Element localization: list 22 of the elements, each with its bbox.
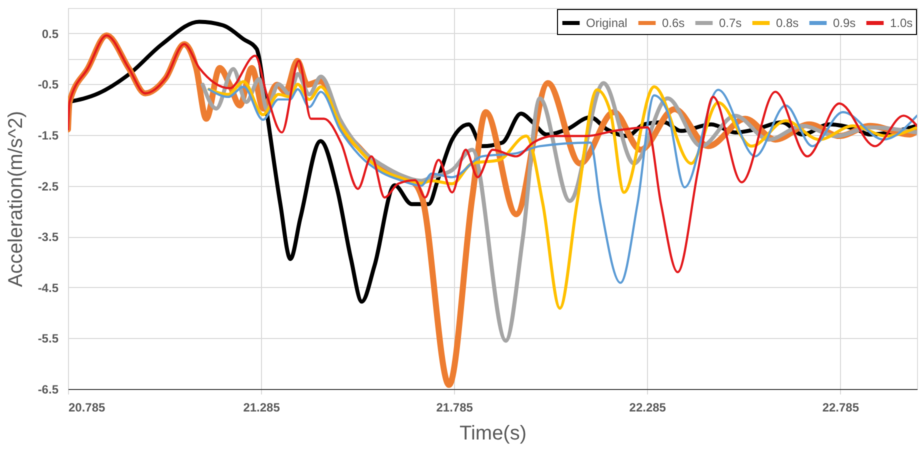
y-axis-title: Acceleration(m/s^2) (4, 110, 27, 288)
y-tick-label: -5.5 (38, 332, 59, 346)
y-tick-label: 0.5 (42, 26, 59, 41)
x-tick-label: 21.285 (243, 400, 280, 414)
legend-label: 0.8s (776, 16, 799, 30)
x-axis-title: Time(s) (459, 422, 527, 444)
legend-label: 0.6s (662, 16, 685, 30)
x-tick-label: 22.285 (629, 400, 666, 414)
legend-label: 1.0s (890, 16, 913, 30)
y-tick-label: -1.5 (38, 128, 59, 142)
line-series (68, 34, 917, 274)
y-tick-label: -3.5 (38, 230, 59, 244)
y-tick-label: -6.5 (38, 382, 59, 396)
x-tick-label: 20.785 (68, 400, 106, 414)
legend-label: Original (586, 16, 628, 30)
legend-label: 0.7s (719, 16, 742, 30)
legend-label: 0.9s (833, 16, 856, 30)
x-tick-label: 22.785 (822, 400, 860, 414)
y-tick-label: -2.5 (38, 179, 59, 194)
x-tick-label: 21.785 (436, 400, 474, 414)
y-tick-label: -0.5 (38, 78, 59, 92)
y-tick-label: -4.5 (38, 280, 59, 295)
